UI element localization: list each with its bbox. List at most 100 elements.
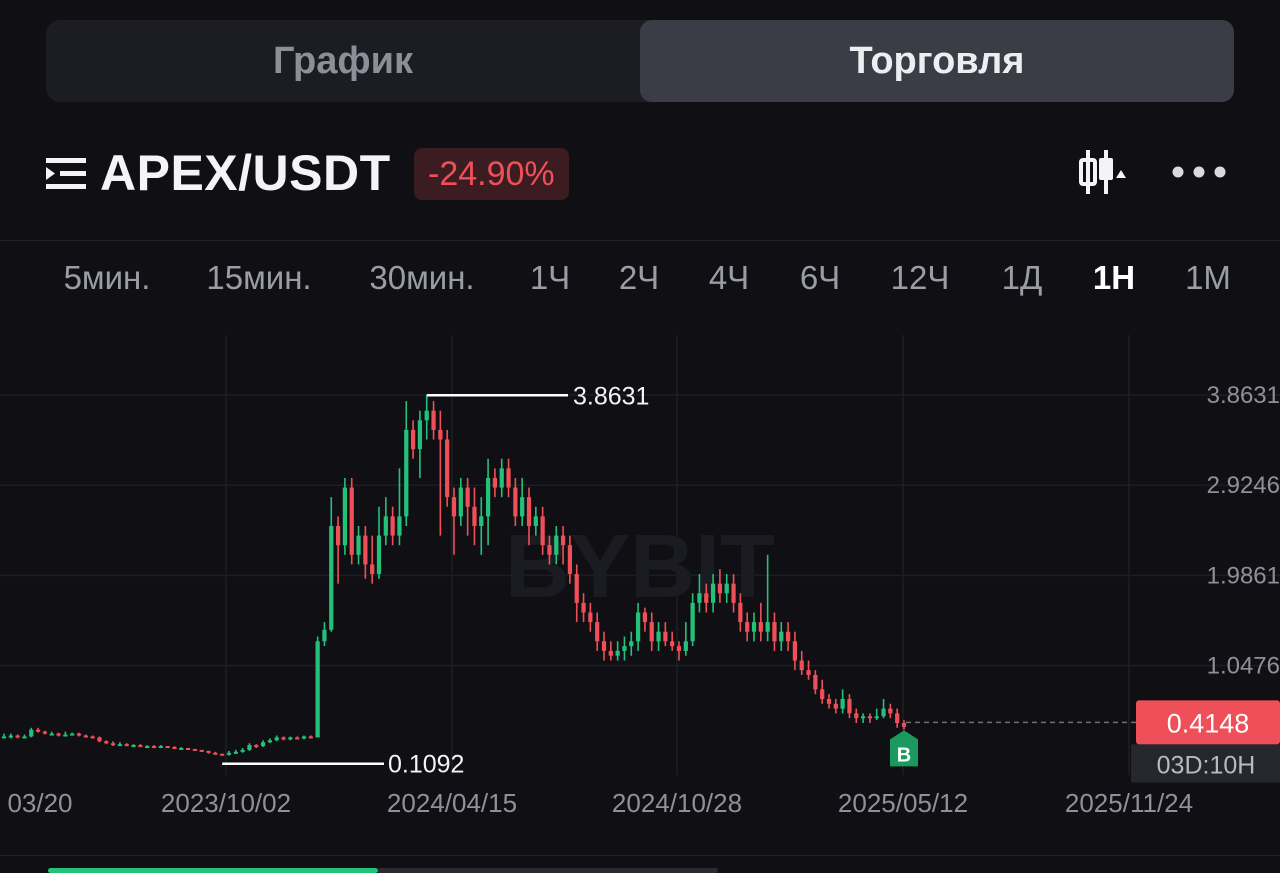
candle-body	[63, 734, 68, 737]
candle-body	[533, 516, 538, 526]
candle-body	[792, 641, 798, 661]
candle-body	[492, 477, 498, 488]
tab-trade[interactable]: Торговля	[640, 20, 1234, 102]
candle-body	[472, 506, 477, 526]
candle-body	[506, 468, 511, 488]
candle-body	[710, 583, 716, 603]
candle-body	[274, 737, 279, 741]
tf-5min[interactable]: 5мин.	[63, 259, 151, 296]
footer-divider	[0, 855, 1280, 856]
candle-body	[704, 593, 709, 603]
candle-body	[806, 670, 811, 675]
candle-body	[867, 716, 873, 719]
countdown-label: 03D:10H	[1157, 751, 1256, 779]
y-tick-label: 2.9246	[1207, 472, 1280, 499]
candle-body	[301, 736, 307, 739]
y-axis: 3.8631 2.9246 1.9861 1.0476	[1207, 382, 1280, 680]
y-tick-label: 3.8631	[1207, 382, 1280, 409]
candle-body	[70, 733, 75, 736]
candle-body	[104, 741, 109, 744]
candle-body	[574, 574, 579, 603]
candle-body	[765, 622, 770, 632]
candle-body	[151, 746, 157, 749]
x-tick-label: 2024/10/28	[612, 788, 742, 818]
more-icon[interactable]	[1170, 154, 1228, 190]
candle-body	[622, 646, 627, 651]
tab-chart[interactable]: График	[272, 39, 414, 82]
candle-body	[145, 746, 150, 749]
candle-body	[42, 731, 48, 734]
candle-body	[8, 735, 13, 738]
candle-body	[874, 716, 879, 719]
tf-4h[interactable]: 4Ч	[708, 259, 750, 296]
candle-body	[397, 516, 402, 536]
candle-body	[165, 746, 170, 749]
candle-body	[288, 737, 293, 740]
candle-body	[179, 747, 184, 750]
candle-body	[172, 747, 177, 750]
buy-marker-icon	[890, 730, 918, 767]
price-change-badge: -24.90%	[414, 148, 569, 200]
candle-body	[465, 487, 470, 507]
candle-body	[390, 516, 395, 536]
candle-body	[881, 708, 886, 717]
candle-body	[131, 745, 136, 748]
tf-30min[interactable]: 30мин.	[369, 259, 475, 296]
candle-body	[220, 753, 225, 756]
candle-body	[567, 545, 573, 575]
tf-2h[interactable]: 2Ч	[618, 259, 660, 296]
y-tick-label: 1.9861	[1207, 562, 1280, 589]
candle-body	[751, 622, 757, 632]
candle-body	[342, 487, 348, 546]
candle-body	[356, 535, 361, 555]
candle-body	[649, 622, 654, 642]
candle-body	[431, 410, 436, 430]
tf-15min[interactable]: 15мин.	[206, 259, 312, 296]
candle-body	[499, 468, 504, 488]
candle-body	[417, 420, 423, 450]
tf-1w[interactable]: 1Н	[1092, 259, 1136, 296]
candle-body	[697, 593, 702, 603]
candle-body	[554, 535, 559, 555]
price-chart[interactable]: BYBIT 3.8631 0.1092 0.4148 03D:10H B 3.8631 2…	[0, 335, 1280, 855]
x-tick-label: 2024/04/15	[387, 788, 517, 818]
candle-body	[458, 487, 463, 517]
candles	[1, 395, 907, 756]
pair-title[interactable]: APEX/USDT	[100, 145, 391, 201]
candle-body	[526, 497, 532, 526]
candle-body	[199, 749, 204, 752]
candle-body	[424, 410, 429, 421]
candle-body	[820, 689, 825, 699]
candle-body	[663, 631, 668, 642]
candle-body	[901, 722, 907, 727]
tf-6h[interactable]: 6Ч	[799, 259, 841, 296]
candlestick-icon[interactable]	[1076, 148, 1128, 196]
candle-body	[724, 583, 729, 594]
candle-body	[785, 631, 791, 642]
candle-body	[233, 751, 238, 754]
tf-12h[interactable]: 12Ч	[890, 259, 950, 296]
chart-grid	[0, 335, 1280, 775]
candle-body	[22, 736, 27, 739]
candle-body	[813, 674, 818, 690]
candle-body	[847, 698, 852, 714]
candle-body	[826, 698, 832, 704]
x-tick-label: 2025/11/24	[1065, 788, 1193, 818]
candle-body	[840, 698, 845, 709]
candle-body	[779, 631, 784, 642]
tf-1h[interactable]: 1Ч	[529, 259, 571, 296]
countdown-tag	[1131, 744, 1280, 783]
candle-body	[520, 497, 525, 517]
candle-body	[117, 744, 123, 747]
candle-body	[260, 742, 266, 747]
high-marker-label: 3.8631	[573, 382, 649, 410]
footer-track	[378, 868, 718, 873]
candle-body	[799, 660, 804, 671]
candle-body	[281, 737, 286, 740]
tf-1m[interactable]: 1М	[1185, 259, 1231, 296]
tf-1d[interactable]: 1Д	[1001, 259, 1043, 296]
x-axis: 03/20 2023/10/02 2024/04/15 2024/10/28 2025/…	[7, 788, 1193, 818]
list-menu-icon[interactable]	[46, 156, 90, 192]
candle-body	[547, 545, 552, 555]
candle-body	[608, 650, 613, 656]
